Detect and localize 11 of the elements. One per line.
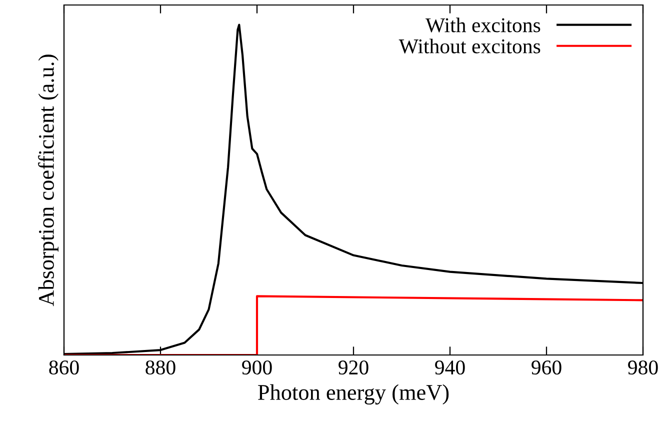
x-tick-label: 940 [435, 360, 465, 375]
x-tick-label: 960 [532, 360, 562, 375]
y-axis-title: Absorption coefficient (a.u.) [38, 54, 58, 306]
legend-label: With excitons [425, 18, 540, 32]
x-tick-label: 860 [49, 360, 79, 375]
x-axis-title: Photon energy (meV) [258, 384, 449, 405]
x-tick-label: 920 [338, 360, 368, 375]
x-tick-label: 880 [146, 360, 176, 375]
legend-label: Without excitons [398, 38, 540, 54]
x-tick-label: 980 [628, 360, 658, 375]
x-tick-label: 900 [242, 360, 272, 375]
